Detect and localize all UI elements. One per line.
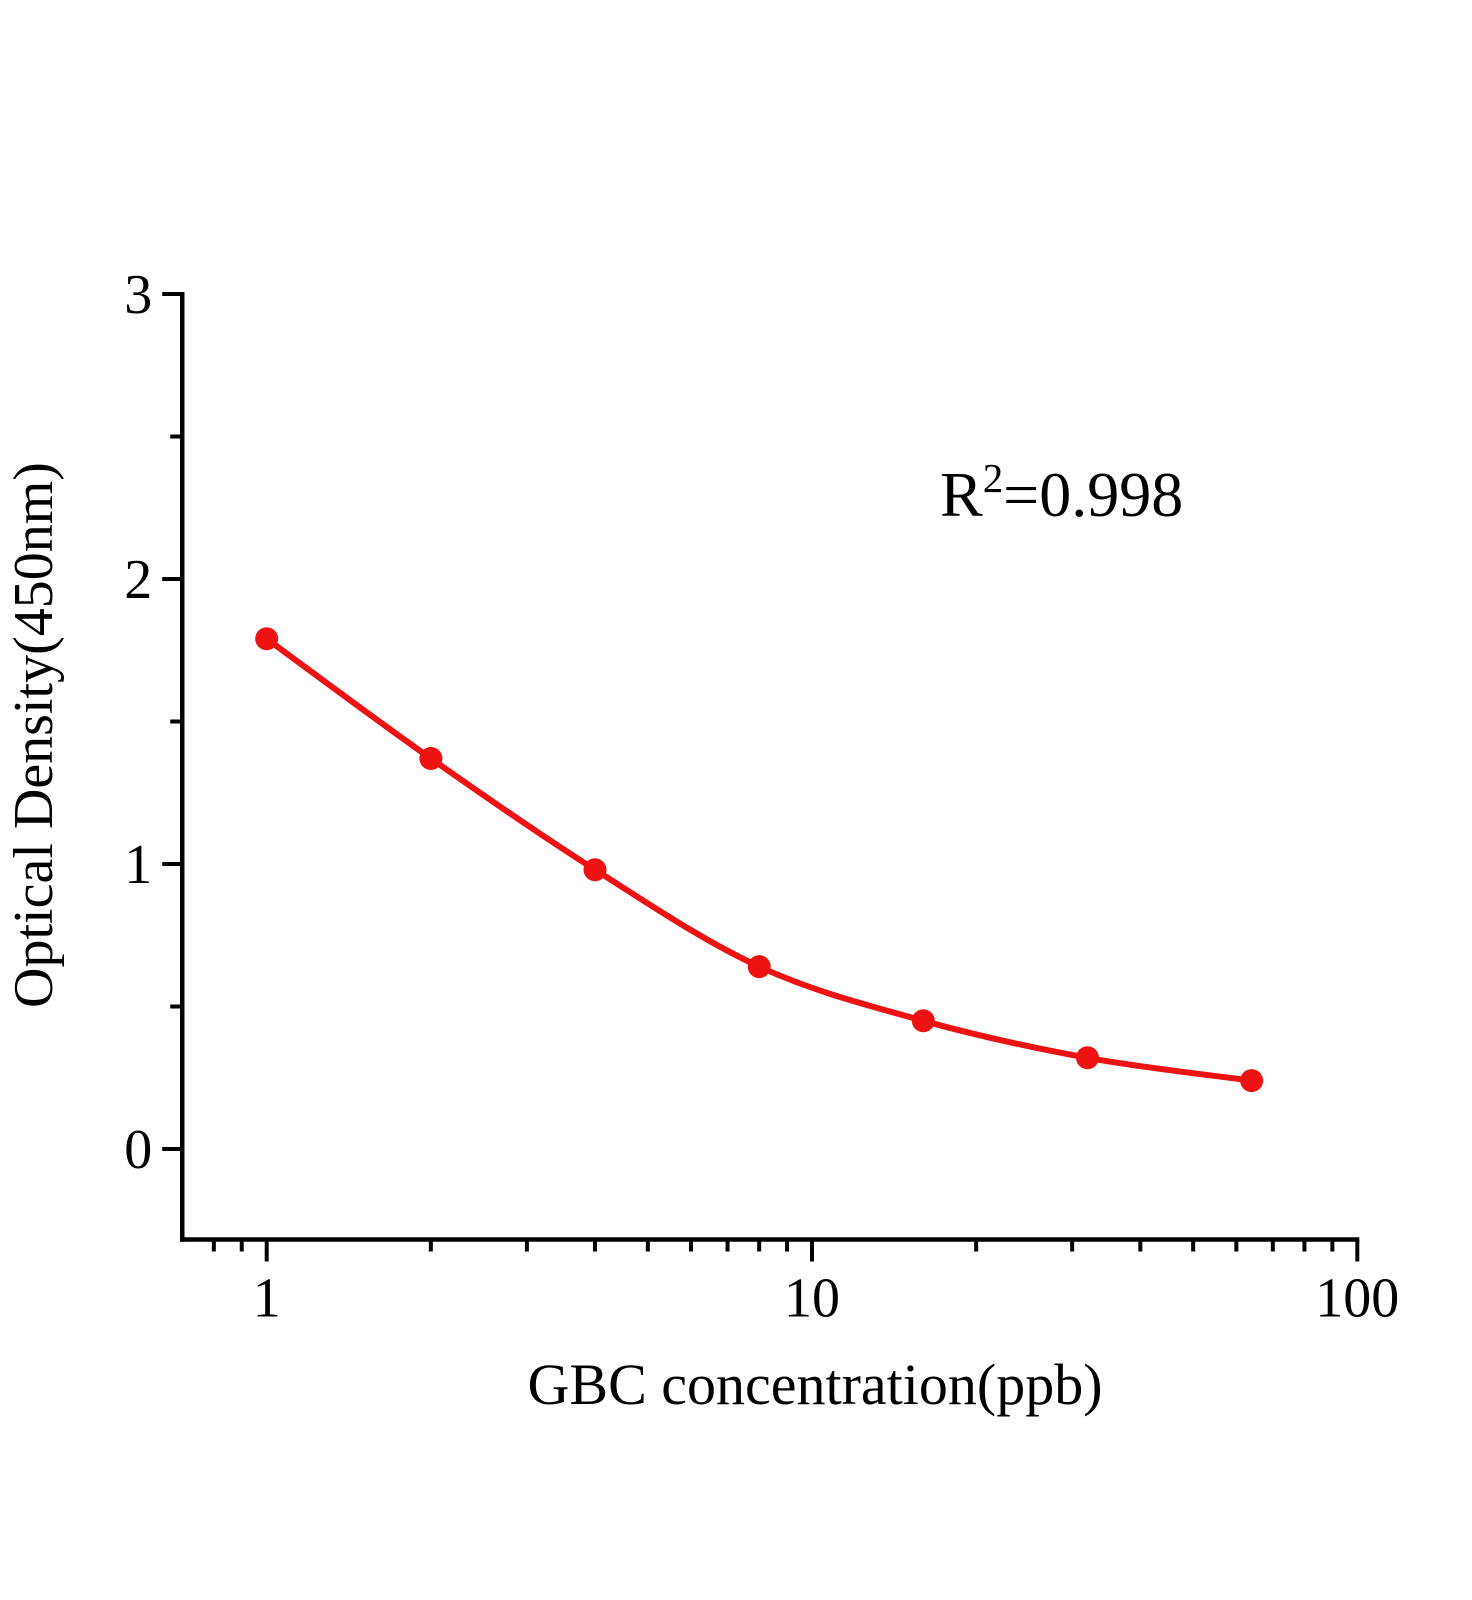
x-axis-title: GBC concentration(ppb) <box>527 1352 1103 1417</box>
x-axis <box>179 1237 1360 1262</box>
tick-labels: 1 10 100 0 1 2 3 <box>124 264 1399 1330</box>
x-tick-label: 100 <box>1315 1268 1399 1330</box>
x-tick-label: 10 <box>784 1268 840 1330</box>
y-axis <box>162 292 185 1242</box>
data-point-marker <box>419 747 443 770</box>
data-point-marker <box>747 955 771 979</box>
y-tick-label: 2 <box>124 549 152 611</box>
r-squared-exponent: 2 <box>982 455 1004 502</box>
r-squared-annotation: R2=0.998 <box>940 458 1183 527</box>
data-point-marker <box>1076 1046 1099 1070</box>
r-squared-base: R <box>940 459 983 530</box>
x-tick-label: 1 <box>253 1268 281 1330</box>
r-squared-value: =0.998 <box>1003 459 1184 530</box>
y-tick-label: 0 <box>124 1119 152 1181</box>
y-axis-title: Optical Density(450nm) <box>3 462 65 1008</box>
series-curve <box>263 635 1255 1084</box>
data-point-marker <box>255 627 279 651</box>
y-tick-label: 1 <box>124 834 152 896</box>
y-tick-label: 3 <box>124 264 152 326</box>
data-point-marker <box>1240 1069 1264 1093</box>
data-point-marker <box>911 1009 935 1033</box>
data-point-marker <box>583 858 607 882</box>
data-series <box>255 627 1264 1093</box>
